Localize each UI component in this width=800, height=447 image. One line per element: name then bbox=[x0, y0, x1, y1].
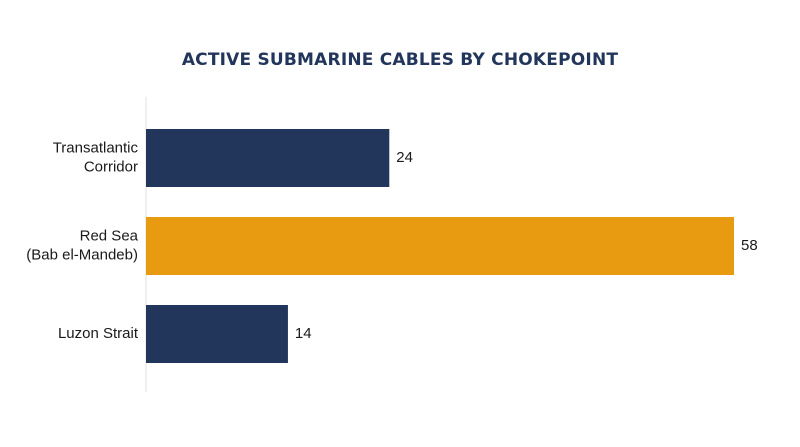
category-label-line: Red Sea bbox=[80, 227, 139, 244]
category-label-line: (Bab el-Mandeb) bbox=[26, 246, 138, 263]
category-label-line: Corridor bbox=[84, 158, 138, 175]
value-label-1: 58 bbox=[741, 237, 758, 254]
category-label-0: Transatlantic Corridor bbox=[53, 139, 139, 175]
category-label-line: Transatlantic bbox=[53, 139, 139, 156]
value-label-0: 24 bbox=[396, 149, 413, 166]
chart-title: ACTIVE SUBMARINE CABLES BY CHOKEPOINT bbox=[181, 50, 619, 70]
bars bbox=[146, 129, 734, 363]
bar-2 bbox=[146, 305, 288, 363]
category-label-line: Luzon Strait bbox=[58, 325, 139, 342]
category-labels: Transatlantic Corridor Red Sea (Bab el-Mand… bbox=[26, 139, 139, 342]
bar-0 bbox=[146, 129, 390, 187]
category-label-2: Luzon Strait bbox=[58, 325, 139, 342]
bar-1 bbox=[146, 217, 734, 275]
value-labels: 24 58 14 bbox=[295, 149, 758, 342]
category-label-1: Red Sea (Bab el-Mandeb) bbox=[26, 227, 138, 263]
value-label-2: 14 bbox=[295, 325, 312, 342]
